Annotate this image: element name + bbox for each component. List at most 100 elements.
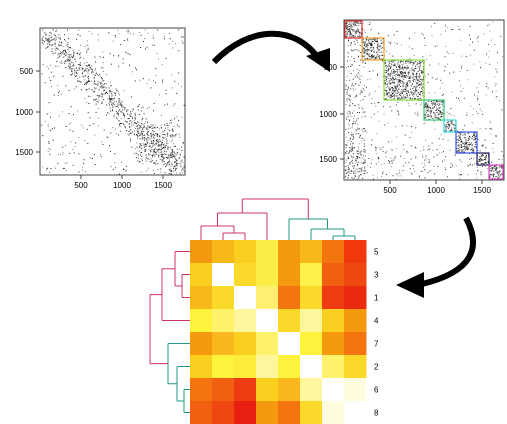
matrix-dot [426, 107, 428, 109]
matrix-dot [356, 119, 358, 121]
matrix-dot [368, 41, 370, 42]
matrix-dot [155, 134, 157, 136]
matrix-dot [398, 87, 400, 89]
matrix-dot [366, 43, 368, 45]
matrix-dot [373, 52, 375, 53]
matrix-dot [64, 34, 65, 36]
heatmap-cell [278, 286, 301, 310]
matrix-dot [373, 178, 374, 180]
matrix-dot [387, 85, 389, 87]
matrix-dot [498, 100, 500, 101]
matrix-dot [57, 84, 59, 86]
matrix-dot [174, 157, 176, 159]
matrix-dot [140, 107, 142, 109]
matrix-dot [396, 66, 397, 68]
matrix-dot [475, 132, 477, 134]
matrix-dot [391, 110, 393, 112]
matrix-dot [134, 130, 136, 132]
matrix-dot [392, 77, 394, 79]
matrix-dot [161, 141, 163, 143]
matrix-dot [406, 90, 408, 92]
matrix-dot [175, 168, 177, 169]
matrix-dot [171, 119, 173, 121]
matrix-dot [388, 80, 390, 82]
matrix-dot [399, 82, 401, 84]
heatmap-row-label: 6 [374, 386, 379, 395]
matrix-dot [91, 65, 93, 67]
matrix-dot [415, 73, 417, 74]
matrix-dot [357, 133, 359, 134]
matrix-dot [157, 134, 158, 136]
matrix-dot [375, 38, 377, 40]
matrix-dot [491, 128, 493, 130]
matrix-dot [133, 120, 135, 121]
matrix-dot [71, 55, 73, 57]
matrix-dot [148, 138, 150, 140]
matrix-dot [157, 150, 159, 152]
matrix-dot [350, 25, 352, 26]
matrix-dot [103, 99, 105, 101]
matrix-dot [416, 94, 418, 96]
matrix-dot [86, 40, 88, 42]
matrix-dot [160, 171, 162, 173]
matrix-dot [355, 133, 357, 135]
matrix-dot [353, 137, 354, 139]
matrix-dot [400, 73, 402, 75]
matrix-dot [389, 83, 391, 85]
matrix-dot [72, 73, 74, 75]
matrix-dot [375, 57, 377, 59]
matrix-dot [462, 150, 464, 152]
matrix-dot [393, 98, 395, 100]
matrix-dot [436, 45, 438, 47]
matrix-dot [108, 87, 110, 89]
matrix-dot [416, 84, 418, 86]
matrix-dot [423, 149, 425, 151]
matrix-dot [364, 160, 366, 162]
matrix-dot [172, 129, 174, 131]
matrix-dot [136, 126, 138, 128]
matrix-dot [377, 44, 379, 46]
matrix-dot [68, 123, 70, 125]
matrix-dot [101, 67, 103, 69]
matrix-dot [355, 88, 357, 90]
matrix-dot [376, 51, 378, 53]
matrix-dot [458, 147, 460, 149]
matrix-dot [97, 39, 99, 41]
matrix-dot [466, 114, 468, 116]
matrix-dot [348, 23, 350, 25]
matrix-dot [397, 71, 399, 73]
matrix-dot [140, 171, 142, 173]
heatmap-cell [322, 401, 345, 424]
matrix-dot [371, 45, 372, 47]
matrix-dot [478, 82, 480, 84]
matrix-dot [404, 134, 406, 136]
matrix-dot [183, 164, 185, 166]
matrix-dot [78, 171, 80, 173]
matrix-dot [388, 65, 390, 67]
matrix-dot [172, 47, 174, 49]
matrix-dot [389, 73, 391, 75]
matrix-dot [72, 57, 74, 59]
matrix-dot [154, 155, 156, 157]
matrix-dot [348, 132, 350, 134]
matrix-dot [372, 40, 374, 42]
matrix-dot [153, 172, 155, 174]
matrix-dot [400, 68, 402, 70]
matrix-dot [149, 145, 151, 147]
matrix-dot [116, 89, 118, 91]
matrix-dot [388, 64, 390, 66]
matrix-dot [378, 158, 380, 160]
matrix-dot [85, 171, 86, 173]
matrix-dot [461, 55, 463, 57]
matrix-dot [156, 139, 158, 141]
matrix-dot [54, 127, 56, 129]
matrix-dot [401, 55, 402, 57]
matrix-dot [118, 134, 120, 136]
matrix-dot [481, 155, 483, 157]
matrix-dot [398, 79, 400, 81]
matrix-dot [460, 141, 462, 143]
matrix-dot [456, 150, 458, 152]
matrix-dot [164, 129, 166, 131]
heatmap-cell [190, 263, 213, 287]
matrix-dot [154, 151, 156, 153]
